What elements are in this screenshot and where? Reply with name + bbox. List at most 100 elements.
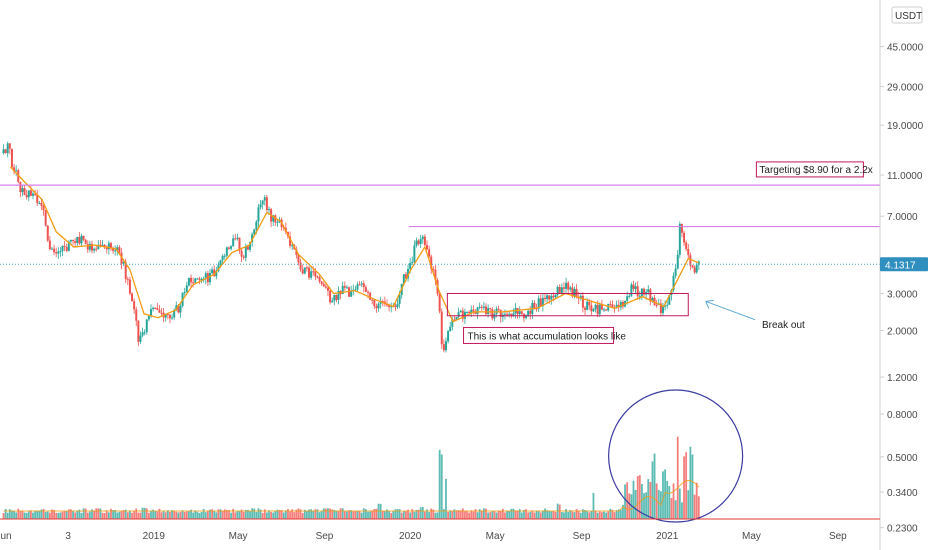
candle-body (348, 287, 351, 297)
volume-bar (495, 512, 498, 519)
volume-bar (154, 511, 157, 519)
volume-bar (434, 512, 437, 519)
candle-body (419, 239, 422, 244)
candle-body (369, 292, 372, 300)
volume-bar (160, 512, 163, 519)
candle-body (565, 282, 568, 289)
candle-body (499, 309, 502, 318)
candle-body (4, 149, 7, 154)
candle-body (128, 279, 131, 294)
candle-body (377, 303, 380, 309)
volume-bar (236, 511, 239, 519)
volume-highlight-circle[interactable] (608, 389, 744, 523)
candle-body (367, 291, 370, 293)
candle-body (246, 246, 249, 250)
candle-body (116, 247, 119, 251)
candle-body (295, 249, 298, 255)
candle-body (257, 207, 260, 222)
candle-body (404, 274, 407, 279)
volume-bar (689, 446, 692, 519)
candle-body (489, 308, 492, 310)
candle-body (67, 241, 70, 251)
volume-bar (381, 510, 384, 519)
price-tick-label: 0.8000 (887, 410, 918, 421)
candle-body (103, 244, 106, 247)
time-tick-label: 2019 (143, 531, 166, 542)
candle-body (643, 288, 646, 295)
volume-bar (232, 508, 235, 519)
candle-body (611, 304, 614, 308)
volume-bar (482, 508, 485, 519)
candle-body (626, 296, 629, 301)
volume-bar (365, 509, 367, 519)
candle-body (533, 302, 536, 309)
candle-body (82, 235, 85, 240)
breakout-arrow[interactable] (705, 300, 756, 321)
candle-body (478, 306, 481, 308)
candle-body (301, 269, 304, 274)
volume-bar (44, 512, 47, 519)
volume-bar (565, 509, 567, 519)
volume-bar (411, 509, 414, 519)
volume-bar (421, 506, 424, 519)
volume-bar (48, 512, 51, 519)
volume-bar (609, 508, 612, 519)
candle-body (249, 242, 252, 250)
candle-body (55, 252, 58, 254)
candle-body (457, 312, 460, 317)
candle-body (632, 284, 635, 289)
volume-bar (588, 512, 591, 519)
accumulation-label-box[interactable] (463, 326, 615, 344)
volume-bar (70, 509, 72, 519)
volume-bar (13, 510, 15, 519)
volume-bar (324, 508, 327, 519)
candle-body (88, 243, 91, 250)
candle-body (86, 243, 89, 250)
candle-body (137, 320, 140, 342)
volume-bar (558, 504, 561, 519)
currency-badge[interactable] (891, 6, 923, 24)
candle-body (316, 276, 319, 278)
volume-bar (4, 509, 7, 519)
candle-body (149, 309, 152, 317)
candle-body (91, 243, 94, 251)
candle-body (299, 262, 302, 270)
candle-body (112, 248, 115, 251)
candle-body (329, 290, 332, 303)
volume-bar (643, 493, 645, 519)
volume-bar (308, 509, 310, 519)
candle-body (272, 215, 275, 222)
volume-bar (291, 509, 294, 519)
candle-body (628, 295, 631, 297)
volume-bar (259, 509, 262, 519)
volume-bar (438, 449, 441, 519)
volume-bar (426, 509, 428, 519)
candle-body (42, 205, 45, 211)
volume-bar (398, 509, 401, 519)
volume-bar (183, 511, 186, 519)
candle-body (503, 313, 506, 315)
candle-body (697, 261, 700, 265)
volume-bar (21, 510, 24, 519)
volume-bar (497, 510, 500, 519)
volume-bar (51, 509, 53, 519)
candle-body (413, 245, 416, 262)
volume-bar (584, 509, 586, 519)
volume-bar (59, 512, 62, 519)
volume-bar (693, 494, 696, 519)
candle-body (411, 261, 414, 264)
breakout-arrowhead (705, 299, 714, 309)
target-annotation-box[interactable] (755, 161, 864, 178)
price-axis-background (880, 0, 932, 550)
volume-bar (407, 509, 409, 519)
candle-body (160, 312, 163, 314)
candle-body (38, 202, 41, 204)
candle-body (166, 314, 169, 316)
candle-body (310, 271, 313, 278)
volume-bar (592, 492, 595, 519)
volume-bar (116, 512, 119, 519)
volume-bar (158, 508, 161, 519)
candle-body (579, 295, 582, 299)
candle-body (114, 250, 117, 252)
